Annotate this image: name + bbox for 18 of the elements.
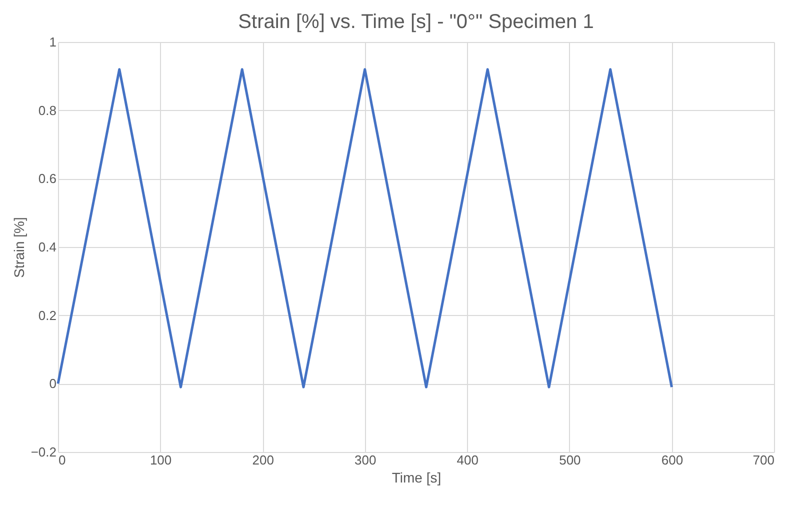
y-tick-label: 0.6 <box>38 171 56 186</box>
x-tick-label: 0 <box>58 452 66 468</box>
chart-title: Strain [%] vs. Time [s] - "0°" Specimen 1 <box>238 11 594 33</box>
y-tick-label: 0.2 <box>38 308 56 323</box>
y-axis-title: Strain [%] <box>10 217 27 278</box>
y-tick-label: 0.4 <box>38 240 56 254</box>
x-tick-label: 100 <box>150 452 172 468</box>
x-tick-label: 700 <box>752 452 774 468</box>
x-tick-label: 600 <box>661 452 684 468</box>
x-tick-label: 500 <box>559 452 581 468</box>
x-tick-label: 300 <box>354 452 376 468</box>
y-tick-label: 1 <box>49 34 56 50</box>
y-tick-label: −0.2 <box>30 444 56 460</box>
x-axis-title: Time [s] <box>392 470 442 486</box>
x-tick-label: 200 <box>252 452 274 468</box>
x-tick-label: 400 <box>456 452 478 468</box>
y-tick-label: 0.8 <box>38 102 56 118</box>
y-tick-label: 0 <box>49 376 56 392</box>
